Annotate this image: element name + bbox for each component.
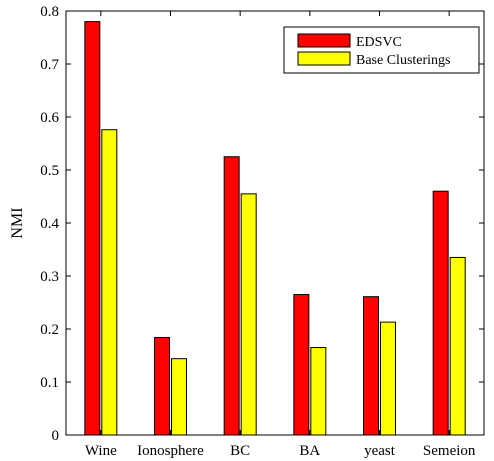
- plot-frame: [66, 11, 484, 435]
- bar-base-clusterings-ba: [311, 348, 326, 435]
- y-tick-label: 0.7: [40, 57, 59, 73]
- x-tick-label: yeast: [364, 443, 396, 459]
- y-axis-label: NMI: [9, 207, 26, 238]
- bar-edsvc-bc: [224, 157, 239, 435]
- x-tick-label: Wine: [85, 443, 117, 459]
- bars-layer: [85, 22, 465, 435]
- x-axis: Wine Ionosphere BC BA yeast Semeion: [85, 11, 476, 459]
- legend: EDSVC Base Clusterings: [284, 27, 479, 73]
- x-tick-label: Ionosphere: [137, 443, 204, 459]
- y-tick-label: 0.3: [40, 269, 59, 285]
- legend-label-edsvc: EDSVC: [356, 35, 402, 50]
- y-tick-label: 0.2: [40, 322, 59, 338]
- x-tick-label: BA: [299, 443, 320, 459]
- legend-swatch-edsvc: [298, 34, 350, 47]
- bar-edsvc-yeast: [364, 297, 379, 435]
- bar-base-clusterings-ionosphere: [172, 359, 187, 435]
- y-tick-label: 0: [52, 428, 60, 444]
- x-tick-label: BC: [230, 443, 250, 459]
- x-tick-label: Semeion: [423, 443, 476, 459]
- legend-swatch-base-clusterings: [298, 52, 350, 65]
- y-tick-label: 0.4: [40, 216, 59, 232]
- bar-base-clusterings-wine: [102, 130, 117, 435]
- bar-edsvc-ionosphere: [155, 337, 170, 435]
- bar-edsvc-wine: [85, 22, 100, 435]
- bar-base-clusterings-yeast: [381, 322, 396, 435]
- bar-base-clusterings-bc: [241, 194, 256, 435]
- y-tick-label: 0.8: [40, 4, 59, 20]
- bar-base-clusterings-semeion: [450, 257, 465, 435]
- y-tick-label: 0.6: [40, 110, 59, 126]
- y-tick-label: 0.1: [40, 375, 59, 391]
- legend-label-base-clusterings: Base Clusterings: [356, 53, 451, 68]
- bar-edsvc-semeion: [433, 191, 448, 435]
- bar-edsvc-ba: [294, 295, 309, 435]
- y-tick-label: 0.5: [40, 163, 59, 179]
